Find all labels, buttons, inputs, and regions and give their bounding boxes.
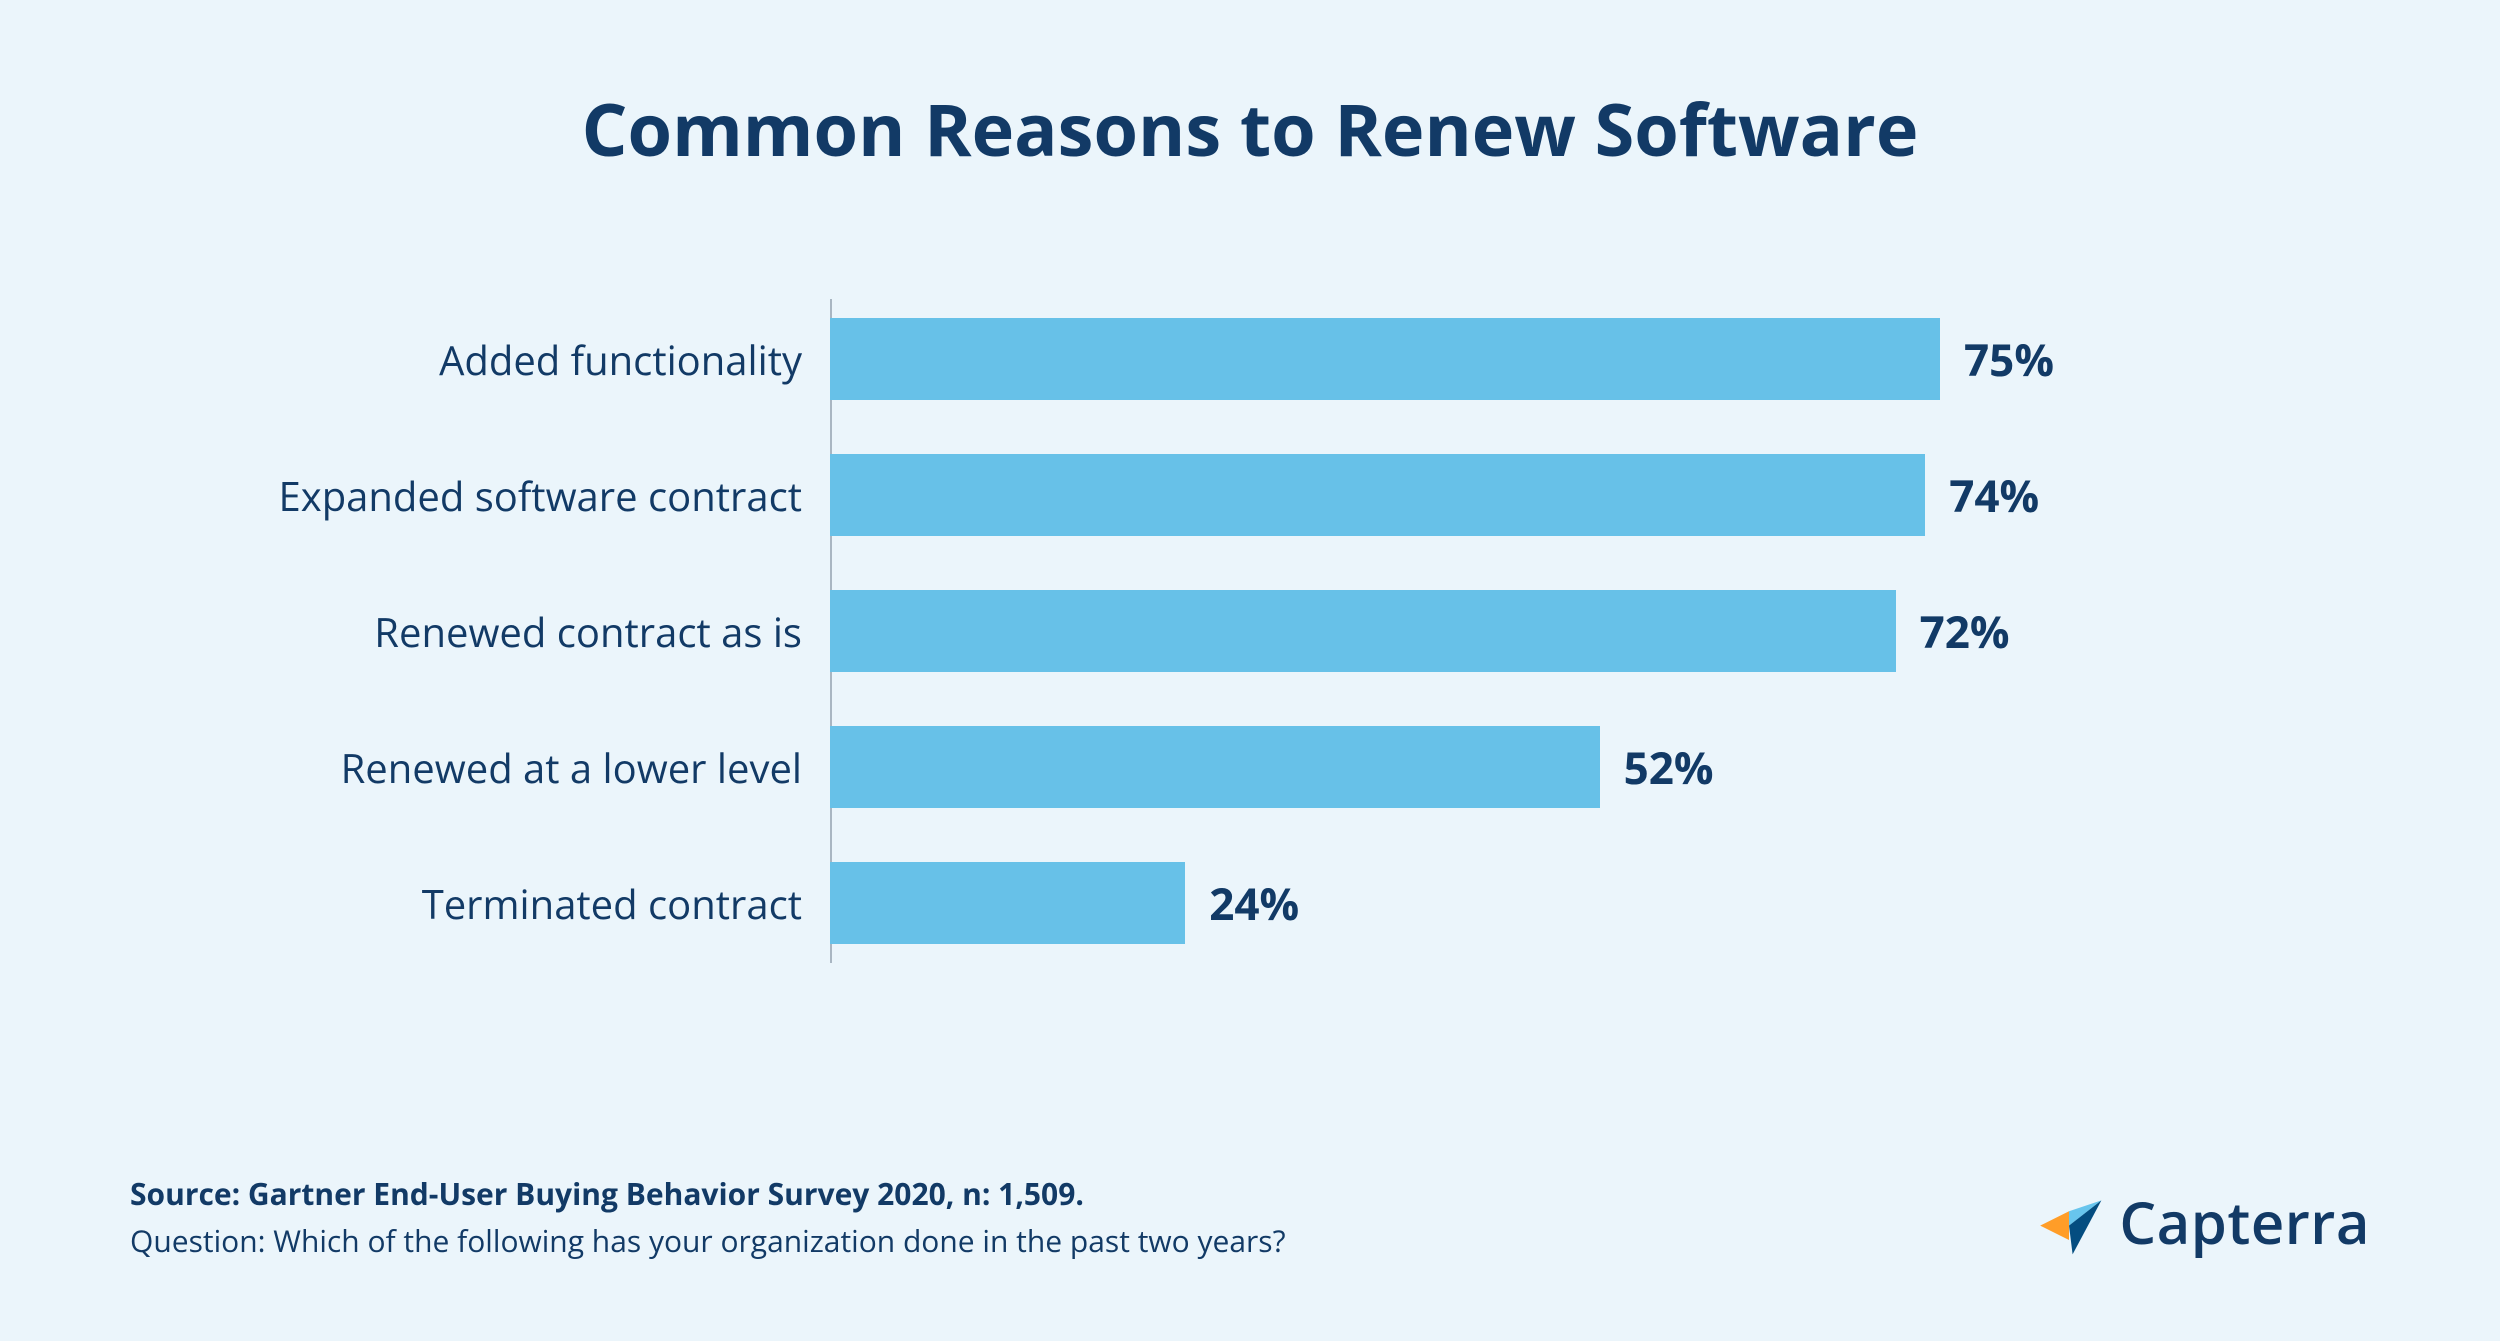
capterra-logo-text: Capterra [2119, 1182, 2370, 1261]
source-line-2: Question: Which of the following has you… [130, 1220, 1286, 1261]
category-label: Expanded software contract [130, 468, 830, 523]
value-label: 75% [1964, 329, 2054, 389]
bar [830, 454, 1925, 536]
value-label: 74% [1949, 465, 2039, 525]
bar [830, 726, 1600, 808]
bar-chart: Added functionality 75% Expanded software … [130, 309, 2370, 953]
value-label: 52% [1624, 737, 1714, 797]
capterra-arrow-icon [2033, 1186, 2105, 1258]
category-label: Renewed at a lower level [130, 740, 830, 795]
bar-row: Added functionality 75% [130, 309, 2370, 409]
source-line-1: Source: Gartner End-User Buying Behavior… [130, 1173, 1286, 1214]
source-block: Source: Gartner End-User Buying Behavior… [130, 1173, 1286, 1261]
capterra-logo: Capterra [2033, 1182, 2370, 1261]
bar-row: Expanded software contract 74% [130, 445, 2370, 545]
bar-zone: 24% [830, 862, 2370, 944]
bar-zone: 74% [830, 454, 2370, 536]
chart-title: Common Reasons to Renew Software [130, 90, 2370, 169]
value-label: 72% [1920, 601, 2010, 661]
bar-row: Renewed at a lower level 52% [130, 717, 2370, 817]
value-label: 24% [1209, 873, 1299, 933]
bar [830, 318, 1940, 400]
category-label: Added functionality [130, 332, 830, 387]
category-label: Renewed contract as is [130, 604, 830, 659]
bar [830, 590, 1896, 672]
bar-row: Terminated contract 24% [130, 853, 2370, 953]
bar [830, 862, 1185, 944]
footer: Source: Gartner End-User Buying Behavior… [130, 1173, 2370, 1261]
bar-row: Renewed contract as is 72% [130, 581, 2370, 681]
bar-zone: 75% [830, 318, 2370, 400]
bar-zone: 52% [830, 726, 2370, 808]
bar-zone: 72% [830, 590, 2370, 672]
category-label: Terminated contract [130, 876, 830, 931]
chart-canvas: Common Reasons to Renew Software Added f… [0, 0, 2500, 1341]
